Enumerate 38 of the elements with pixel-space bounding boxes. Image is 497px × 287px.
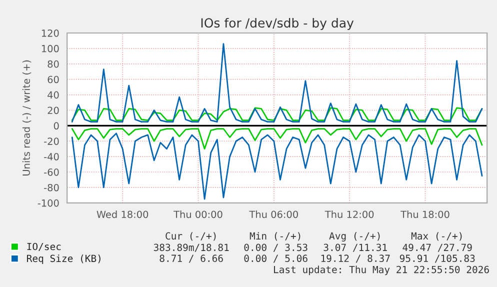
- y-tick-label: 20: [48, 106, 59, 114]
- line-series: [71, 132, 483, 200]
- x-tick-label: Thu 12:00: [324, 210, 374, 218]
- text: Avg (-/+): [329, 232, 380, 242]
- y-tick-label: 80: [48, 60, 59, 68]
- y-tick-label: -60: [44, 168, 59, 176]
- text: 19.12 / 8.37: [321, 254, 390, 263]
- y-tick-label: 120: [42, 29, 59, 37]
- y-tick-label: -20: [44, 138, 59, 145]
- x-tick-label: Thu 00:00: [174, 210, 222, 218]
- y-tick-label: 100: [42, 44, 59, 52]
- text: 0.00 / 3.53: [244, 244, 308, 252]
- text: Max (-/+): [411, 232, 462, 241]
- y-tick-label: 0: [54, 122, 59, 130]
- x-tick-label: Thu 18:00: [400, 210, 450, 218]
- text: Min (-/+): [250, 232, 300, 241]
- text: 95.91 /105.83: [400, 254, 475, 263]
- y-tick-label: -100: [38, 199, 59, 207]
- legend-label: Req Size (KB): [27, 254, 100, 264]
- line-series: [71, 43, 483, 123]
- text: 383.89m/18.81: [154, 244, 229, 252]
- chart-title: IOs for /dev/sdb - by day: [201, 18, 354, 30]
- text: 0.00 / 5.06: [244, 254, 308, 263]
- y-tick-label: 60: [48, 76, 59, 84]
- y-axis-title: Units read (-) / write (+): [22, 60, 32, 176]
- text: Last update: Thu May 21 22:55:50 2026: [274, 266, 489, 276]
- y-tick-label: -40: [44, 153, 59, 160]
- text: Cur (-/+): [166, 232, 216, 241]
- x-tick-label: Thu 06:00: [249, 210, 298, 218]
- x-tick-label: Wed 18:00: [96, 210, 148, 218]
- line-series: [71, 128, 483, 150]
- text: 3.07 /11.31: [324, 244, 387, 252]
- legend-label: IO/sec: [27, 242, 61, 251]
- text: 8.71 / 6.66: [160, 254, 223, 263]
- text: 49.47 /27.79: [402, 244, 472, 252]
- y-tick-label: 40: [48, 91, 59, 99]
- y-tick-label: -80: [44, 184, 59, 192]
- line-series: [71, 107, 483, 121]
